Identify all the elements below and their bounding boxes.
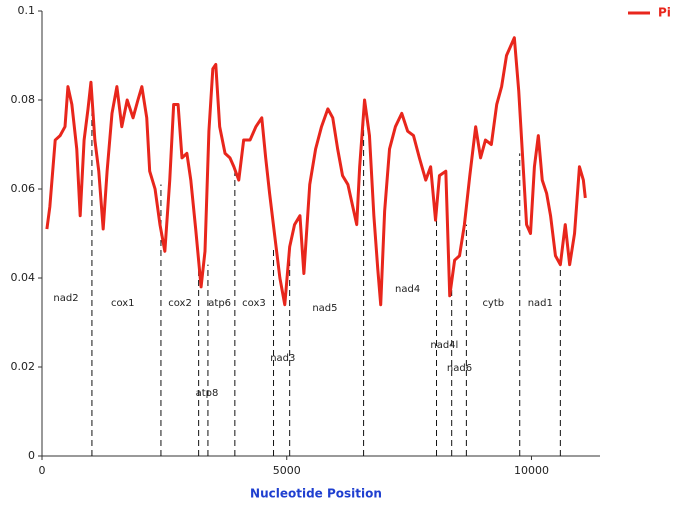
x-tick-label: 5000 — [273, 464, 301, 477]
gene-label: cox1 — [111, 298, 135, 309]
y-tick-label: 0.1 — [18, 4, 36, 17]
gene-label: nad4l — [430, 340, 458, 351]
gene-label: nad4 — [395, 284, 420, 295]
y-tick-label: 0 — [28, 449, 35, 462]
gene-label: nad3 — [270, 353, 295, 364]
gene-label: nad6 — [447, 363, 472, 374]
x-axis-label: Nucleotide Position — [250, 487, 382, 501]
gene-label: nad2 — [53, 293, 78, 304]
y-tick-label: 0.02 — [11, 360, 36, 373]
y-tick-label: 0.06 — [11, 182, 36, 195]
gene-label: cox2 — [168, 298, 192, 309]
gene-label: cytb — [482, 298, 504, 309]
gene-label: nad5 — [312, 303, 337, 314]
gene-label: atp6 — [208, 298, 231, 309]
gene-label: nad1 — [528, 298, 553, 309]
y-tick-label: 0.04 — [11, 271, 36, 284]
x-tick-label: 0 — [39, 464, 46, 477]
series-line — [45, 36, 587, 307]
x-tick-label: 10000 — [514, 464, 549, 477]
gene-label: cox3 — [242, 298, 266, 309]
legend-label: Pi — [658, 6, 671, 20]
gene-label: atp8 — [196, 388, 219, 399]
y-tick-label: 0.08 — [11, 93, 36, 106]
